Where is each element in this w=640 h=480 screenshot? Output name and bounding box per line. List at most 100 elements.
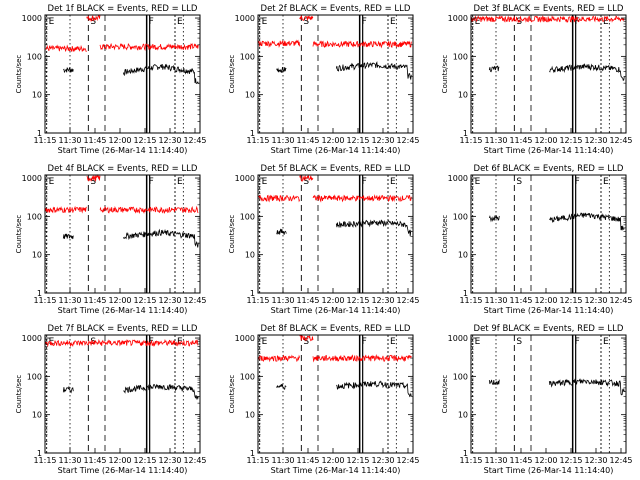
- series-lld: [44, 44, 87, 53]
- chart-panel-9: Det 9f BLACK = Events, RED = LLD E S F E 1 10 1…: [441, 324, 633, 475]
- marker-label: E: [603, 17, 609, 27]
- chart-title: Det 1f BLACK = Events, RED = LLD: [48, 4, 198, 14]
- x-axis-label: Start Time (26-Mar-14 11:14:40): [484, 146, 614, 155]
- y-tick-label: 100: [453, 52, 468, 61]
- chart-title: Det 3f BLACK = Events, RED = LLD: [474, 4, 624, 14]
- chart-title: Det 9f BLACK = Events, RED = LLD: [474, 324, 624, 334]
- series-lld: [99, 205, 199, 214]
- marker-label: S: [303, 177, 309, 187]
- y-tick-label: 1000: [22, 174, 42, 183]
- x-tick-label: 12:00: [108, 296, 131, 305]
- x-tick-label: 12:45: [609, 456, 632, 465]
- x-tick-label: 12:15: [559, 456, 582, 465]
- marker-label: F: [575, 337, 580, 347]
- x-tick-label: 12:30: [584, 136, 607, 145]
- y-tick-label: 1: [463, 449, 468, 458]
- x-tick-label: 12:45: [183, 456, 206, 465]
- y-tick-label: 10: [245, 251, 255, 260]
- marker-label: S: [303, 337, 309, 347]
- y-tick-label: 1: [463, 289, 468, 298]
- chart-panel-1: Det 1f BLACK = Events, RED = LLD E S F E 1 10 1…: [15, 4, 207, 155]
- x-tick-label: 11:30: [484, 456, 507, 465]
- chart-panel-8: Det 8f BLACK = Events, RED = LLD E S F E 1 10 1…: [228, 324, 420, 475]
- y-tick-label: 1000: [448, 14, 468, 23]
- x-tick-label: 11:45: [509, 456, 532, 465]
- x-tick-label: 12:30: [371, 456, 394, 465]
- chart-title: Det 7f BLACK = Events, RED = LLD: [48, 324, 198, 334]
- x-tick-label: 12:30: [371, 136, 394, 145]
- chart-panel-4: Det 4f BLACK = Events, RED = LLD E S F E 1 10 1…: [15, 164, 207, 315]
- chart-panel-5: Det 5f BLACK = Events, RED = LLD E S F E 1 10 1…: [228, 164, 420, 315]
- marker-label: E: [390, 17, 396, 27]
- x-tick-label: 12:00: [321, 456, 344, 465]
- y-tick-label: 1: [37, 289, 42, 298]
- y-tick-label: 1000: [448, 334, 468, 343]
- series-lld: [312, 353, 412, 363]
- y-tick-label: 1000: [235, 334, 255, 343]
- series-events: [122, 228, 199, 248]
- marker-label: E: [262, 17, 268, 27]
- marker-label: E: [49, 17, 55, 27]
- x-tick-label: 11:45: [83, 456, 106, 465]
- x-axis-label: Start Time (26-Mar-14 11:14:40): [271, 306, 401, 315]
- x-tick-label: 12:15: [346, 136, 369, 145]
- series-lld: [257, 39, 301, 48]
- x-tick-label: 12:15: [559, 296, 582, 305]
- y-axis-label: Counts/sec: [441, 215, 449, 254]
- x-tick-label: 11:15: [33, 456, 56, 465]
- x-tick-label: 11:15: [459, 136, 482, 145]
- marker-label: E: [177, 17, 183, 27]
- y-tick-label: 10: [245, 91, 255, 100]
- marker-label: F: [149, 17, 154, 27]
- chart-title: Det 2f BLACK = Events, RED = LLD: [261, 4, 411, 14]
- y-tick-label: 100: [453, 212, 468, 221]
- y-tick-label: 100: [27, 212, 42, 221]
- marker-label: S: [90, 17, 96, 27]
- series-lld: [299, 174, 314, 182]
- marker-label: S: [516, 177, 522, 187]
- y-axis-label: Counts/sec: [228, 55, 236, 94]
- x-tick-label: 12:15: [559, 136, 582, 145]
- x-tick-label: 12:00: [534, 296, 557, 305]
- marker-label: E: [475, 337, 481, 347]
- series-lld: [86, 14, 101, 22]
- marker-label: E: [475, 17, 481, 27]
- x-tick-label: 11:45: [509, 296, 532, 305]
- y-tick-label: 1000: [22, 14, 42, 23]
- x-tick-label: 11:30: [58, 136, 81, 145]
- series-events: [276, 384, 287, 390]
- y-tick-label: 100: [240, 212, 255, 221]
- series-lld: [312, 194, 412, 203]
- chart-panel-6: Det 6f BLACK = Events, RED = LLD E S F E 1 10 1…: [441, 164, 633, 315]
- series-lld: [312, 40, 412, 49]
- plot-frame: [44, 334, 201, 454]
- y-tick-label: 1: [37, 129, 42, 138]
- series-events: [335, 61, 412, 81]
- x-tick-label: 12:45: [396, 456, 419, 465]
- chart-title: Det 5f BLACK = Events, RED = LLD: [261, 164, 411, 174]
- y-tick-label: 100: [240, 52, 255, 61]
- y-tick-label: 1: [250, 449, 255, 458]
- x-tick-label: 11:30: [484, 136, 507, 145]
- series-events: [548, 378, 625, 396]
- y-axis-label: Counts/sec: [441, 375, 449, 414]
- x-tick-label: 12:15: [133, 456, 156, 465]
- y-axis-label: Counts/sec: [441, 55, 449, 94]
- x-tick-label: 11:30: [58, 296, 81, 305]
- x-axis-label: Start Time (26-Mar-14 11:14:40): [484, 306, 614, 315]
- x-tick-label: 12:30: [371, 296, 394, 305]
- y-tick-label: 100: [453, 372, 468, 381]
- y-axis-label: Counts/sec: [228, 215, 236, 254]
- y-tick-label: 10: [458, 251, 468, 260]
- marker-label: E: [475, 177, 481, 187]
- y-tick-label: 1: [250, 289, 255, 298]
- x-tick-label: 11:15: [459, 296, 482, 305]
- series-lld: [299, 334, 314, 342]
- y-tick-label: 1: [37, 449, 42, 458]
- series-events: [122, 63, 199, 85]
- x-tick-label: 11:15: [459, 456, 482, 465]
- x-tick-label: 12:30: [584, 456, 607, 465]
